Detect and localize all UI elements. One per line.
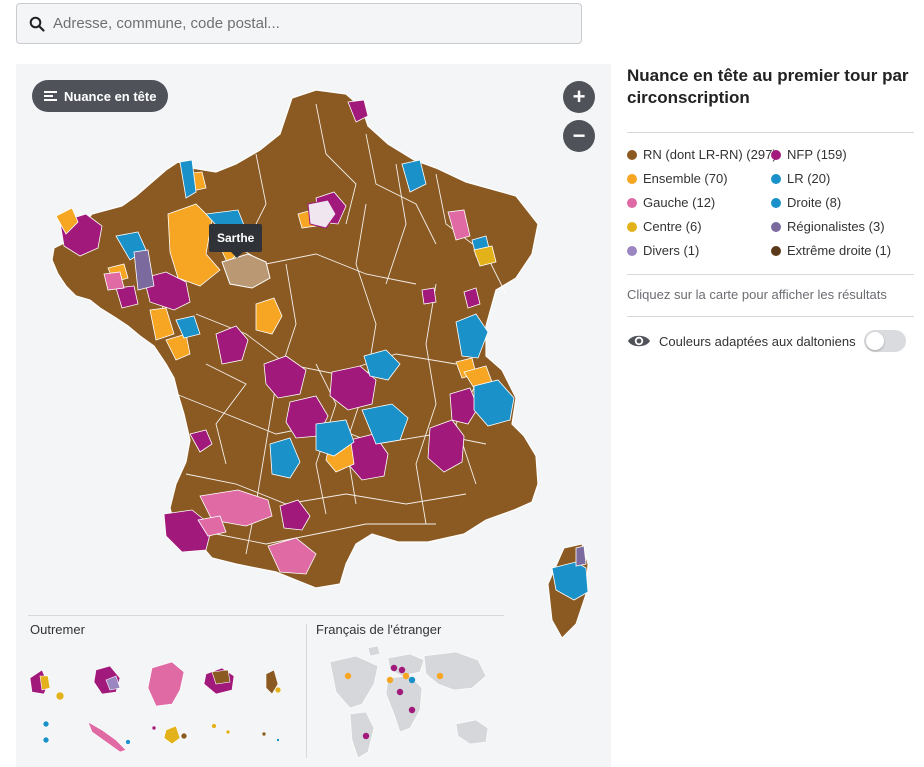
legend-item: Droite (8)	[771, 194, 911, 211]
eye-icon	[628, 335, 650, 347]
corsica-regionaliste[interactable]	[575, 545, 587, 567]
legend-label: Droite (8)	[787, 195, 842, 210]
zoom-out-icon: −	[572, 123, 586, 148]
nfp-constituencies[interactable]	[59, 99, 481, 553]
regionaliste-constituency[interactable]	[133, 249, 155, 291]
legend-swatch	[771, 173, 781, 184]
menu-icon	[44, 89, 57, 103]
paris-cluster[interactable]	[307, 199, 337, 229]
legend-item: Gauche (12)	[627, 194, 771, 211]
map-divider	[28, 615, 504, 616]
election-map[interactable]	[16, 64, 611, 767]
world-constituency-dots[interactable]	[344, 664, 444, 740]
search-input[interactable]	[53, 15, 553, 32]
legend-divider	[627, 274, 914, 275]
legend-label: Extrême droite (1)	[787, 243, 892, 258]
legend-swatch	[771, 221, 781, 232]
zoom-in-icon: +	[572, 84, 586, 109]
zoom-out-button[interactable]: −	[563, 120, 595, 152]
colorblind-label: Couleurs adaptées aux daltoniens	[659, 333, 856, 349]
legend-divider	[627, 132, 914, 133]
legend-item: Ensemble (70)	[627, 170, 771, 187]
nuance-mode-label: Nuance en tête	[64, 88, 157, 104]
legend-divider	[627, 316, 914, 317]
legend-item: Extrême droite (1)	[771, 242, 911, 259]
legend-item: Régionalistes (3)	[771, 218, 911, 235]
search-bar[interactable]	[16, 3, 582, 44]
zoom-in-button[interactable]: +	[563, 81, 595, 113]
legend-swatch	[771, 245, 781, 256]
legend-item: Centre (6)	[627, 218, 771, 235]
legend-item: Divers (1)	[627, 242, 771, 259]
legend-item: NFP (159)	[771, 146, 911, 163]
colorblind-row[interactable]: Couleurs adaptées aux daltoniens	[627, 317, 914, 352]
lr-constituencies[interactable]	[115, 159, 515, 479]
etranger-title: Français de l'étranger	[316, 622, 442, 637]
sarthe-constituency[interactable]	[221, 253, 271, 289]
legend-swatch	[627, 173, 637, 184]
legend-label: Ensemble (70)	[643, 171, 728, 186]
legend-item: RN (dont LR-RN) (297)	[627, 146, 777, 163]
legend-swatch	[627, 149, 637, 160]
map-panel: Nuance en tête + − Sarthe Outremer Franç…	[16, 64, 611, 767]
nuance-mode-button[interactable]: Nuance en tête	[32, 80, 169, 112]
map-tooltip: Sarthe	[209, 224, 263, 258]
map-vertical-divider	[306, 624, 307, 758]
outremer-title: Outremer	[30, 622, 85, 637]
gauche-constituencies[interactable]	[103, 209, 471, 575]
world-map[interactable]	[329, 645, 489, 759]
legend-swatch	[627, 221, 637, 232]
legend-item: LR (20)	[771, 170, 911, 187]
legend-label: Divers (1)	[643, 243, 700, 258]
ensemble-constituencies[interactable]	[55, 171, 493, 473]
centre-constituency[interactable]	[473, 245, 497, 267]
legend-label: RN (dont LR-RN) (297)	[643, 147, 777, 162]
outremer-map[interactable]	[29, 661, 282, 753]
colorblind-toggle[interactable]	[864, 330, 906, 352]
legend-label: LR (20)	[787, 171, 831, 186]
legend-label: Régionalistes (3)	[787, 219, 885, 234]
legend-title: Nuance en tête au premier tour par circo…	[627, 66, 909, 107]
legend-label: Centre (6)	[643, 219, 702, 234]
legend-label: Gauche (12)	[643, 195, 716, 210]
search-icon	[29, 16, 45, 32]
legend-swatch	[627, 245, 637, 256]
toggle-knob	[866, 332, 884, 350]
click-hint: Cliquez sur la carte pour afficher les r…	[627, 287, 887, 302]
legend-swatch	[771, 197, 781, 208]
legend-panel: Nuance en tête au premier tour par circo…	[627, 64, 914, 352]
legend-swatch	[627, 197, 637, 208]
legend-swatch	[771, 149, 781, 160]
legend-label: NFP (159)	[787, 147, 847, 162]
legend-items: RN (dont LR-RN) (297) NFP (159) Ensemble (…	[627, 133, 914, 274]
